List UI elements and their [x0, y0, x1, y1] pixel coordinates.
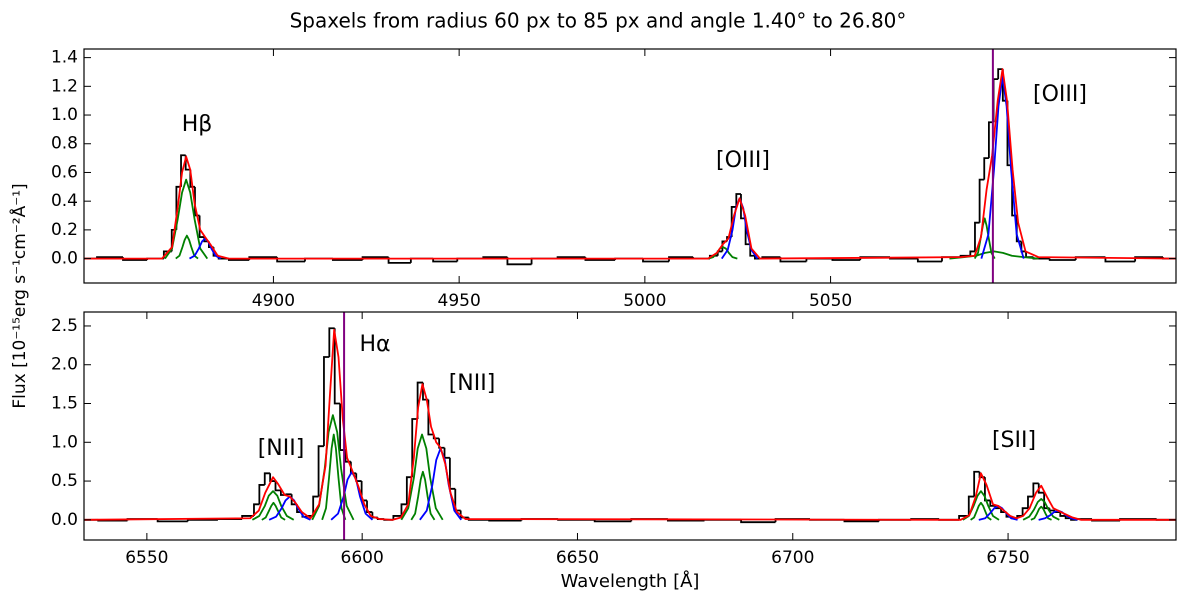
- panel: 6550 6600 6650 6700 6750 0.0 0.5 1.0 1.5 2.0 2.5 Hα…: [51, 311, 1177, 592]
- y-tick-label: 1.5: [51, 394, 78, 414]
- spectrum-step: [258, 484, 265, 505]
- spectrum-step: [984, 477, 991, 502]
- spectrum-step: [438, 438, 445, 449]
- spectrum-step: [916, 258, 942, 263]
- panel: 4900 4950 5000 5050 0.0 0.2 0.4 0.6 0.8 1.0 1.2 1.4…: [51, 48, 1177, 311]
- y-tick-label: 0.0: [51, 249, 78, 269]
- y-tick-label: 0.2: [51, 220, 78, 240]
- spectrum-step: [488, 519, 522, 522]
- y-tick-label: 1.0: [51, 432, 78, 452]
- line-annotation: [NII]: [449, 371, 496, 396]
- spectrum-step: [740, 519, 776, 524]
- fit-line: [321, 433, 347, 521]
- spectrum-step: [593, 519, 632, 523]
- spectrum-step: [1015, 215, 1022, 243]
- axes-frame: [83, 48, 1177, 284]
- spectrum-step: [253, 503, 260, 516]
- spectrum-step: [333, 328, 341, 405]
- x-tick-label: 4950: [438, 291, 481, 311]
- spectrum-step: [1032, 482, 1039, 497]
- line-annotation: Hα: [359, 332, 390, 357]
- spectrum-step: [1134, 256, 1163, 262]
- x-tick-label: 5000: [623, 291, 666, 311]
- plot-area: [84, 312, 1176, 540]
- spectrum-step: [978, 178, 985, 223]
- spectrum-step: [735, 193, 741, 207]
- spectrum-step: [323, 356, 330, 447]
- y-tick-label: 1.0: [51, 105, 78, 125]
- spectrum-step: [958, 515, 969, 520]
- spectrum-step: [405, 476, 413, 505]
- y-tick-label: 0.8: [51, 134, 78, 154]
- spectrum-step: [967, 495, 975, 516]
- y-tick-label: 0.0: [51, 510, 78, 530]
- spectrum-step: [1021, 507, 1028, 516]
- x-tick-label: 4900: [252, 291, 295, 311]
- axes-frame: [83, 311, 1177, 541]
- y-tick-label: 2.0: [51, 355, 78, 375]
- spectrum-step: [831, 258, 861, 261]
- spectrum-step: [366, 500, 373, 513]
- spectrum-step: [973, 470, 980, 497]
- spectrum-step: [411, 418, 418, 478]
- spectrum-step: [974, 221, 980, 252]
- y-tick-label: 2.5: [51, 316, 78, 336]
- fit-line: [84, 328, 1176, 521]
- spectrum-step: [668, 256, 694, 262]
- line-annotation: [OIII]: [716, 148, 770, 173]
- fit-line: [261, 501, 286, 521]
- y-tick-label: 1.2: [51, 76, 78, 96]
- spectrum-step: [432, 258, 458, 263]
- fit-line: [175, 234, 199, 260]
- y-tick-label: 0.4: [51, 191, 78, 211]
- y-tick-label: 0.5: [51, 471, 78, 491]
- spectrum-step: [443, 447, 450, 459]
- spectrum-step: [400, 503, 407, 516]
- spectrum-step: [506, 257, 532, 266]
- spectrum-step: [1048, 258, 1076, 261]
- fit-line: [980, 75, 1025, 259]
- x-tick-label: 6750: [986, 548, 1029, 568]
- fit-line: [84, 68, 1176, 260]
- line-annotation: [SII]: [992, 428, 1036, 453]
- x-tick-label: 5050: [809, 291, 852, 311]
- spectrum-step: [459, 510, 469, 519]
- spectrum-step: [392, 515, 402, 520]
- spectrum-step: [1027, 495, 1034, 509]
- spectrum-step: [328, 327, 335, 357]
- x-tick-label: 6550: [125, 548, 168, 568]
- line-annotation: [OIII]: [1033, 82, 1087, 107]
- plot-area: [84, 49, 1176, 283]
- spectrum-step: [274, 481, 281, 492]
- spectrum-step: [317, 445, 324, 497]
- spectrum-step: [1059, 512, 1066, 517]
- fit-line: [251, 490, 295, 521]
- spectrum-step: [1037, 483, 1045, 494]
- fit-line: [708, 246, 738, 260]
- fit-line: [973, 217, 996, 260]
- fit-line: [410, 470, 436, 521]
- spectrum-step: [969, 250, 975, 256]
- spectrum-step: [186, 518, 218, 522]
- spectrum-step: [642, 258, 669, 263]
- y-axis-label: Flux [10⁻¹⁵erg s⁻¹cm⁻²Å⁻¹]: [8, 183, 30, 408]
- spectrum-step: [312, 495, 319, 516]
- x-tick-label: 6650: [556, 548, 599, 568]
- fit-line: [268, 495, 311, 521]
- y-tick-label: 1.4: [51, 48, 78, 68]
- line-annotation: [NII]: [258, 436, 305, 461]
- spectrum-step: [983, 157, 989, 180]
- x-tick-label: 6600: [341, 548, 384, 568]
- spectrum-step: [989, 500, 996, 507]
- spectrum-step: [449, 457, 456, 490]
- line-annotation: Hβ: [182, 112, 213, 137]
- y-tick-label: 0.6: [51, 162, 78, 182]
- x-tick-label: 6700: [771, 548, 814, 568]
- fit-line: [400, 433, 444, 521]
- x-axis-label: Wavelength [Å]: [561, 570, 700, 592]
- figure-title: Spaxels from radius 60 px to 85 px and a…: [290, 9, 907, 33]
- spectrum-step: [263, 472, 271, 485]
- spectrum-step: [997, 68, 1003, 80]
